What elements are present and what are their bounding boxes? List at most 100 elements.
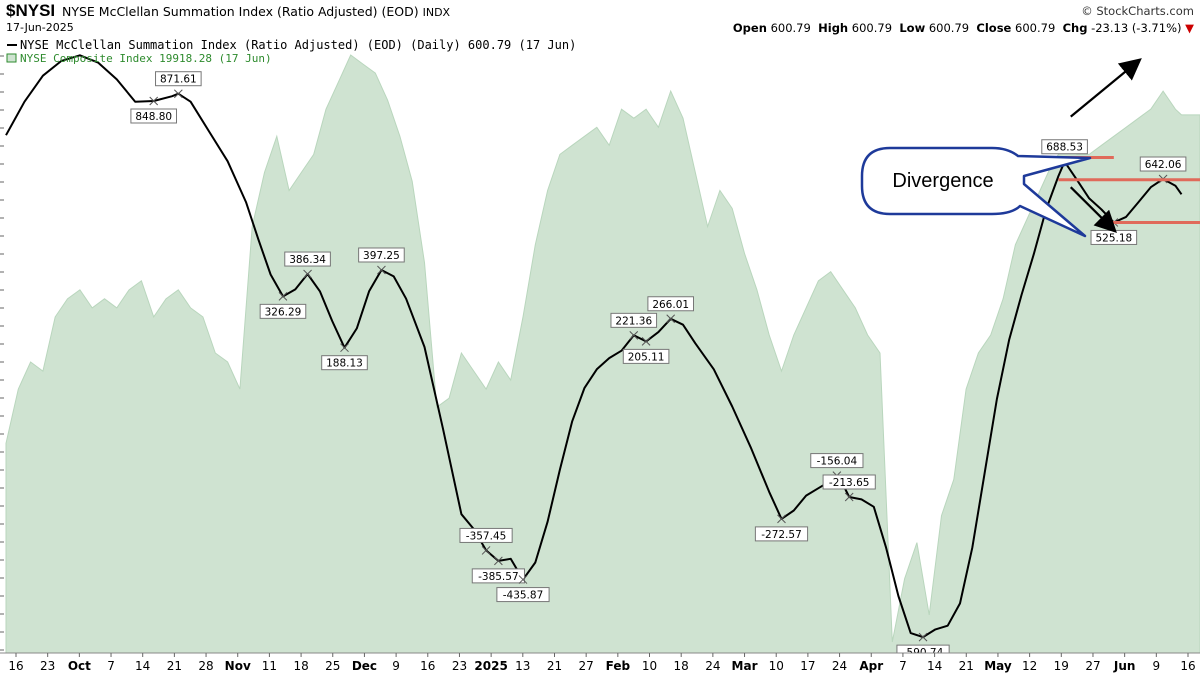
data-label: -385.57 [471, 556, 525, 584]
divergence-arrow [1070, 58, 1142, 118]
data-label: 221.36 [610, 312, 658, 340]
data-label: 871.61 [155, 71, 202, 99]
x-tick-label: Apr [859, 659, 883, 673]
composite-area [5, 54, 1200, 654]
chart-canvas: 871.61 848.80 386.34 326.29 188.13 397.25 -357… [0, 36, 1200, 675]
data-label-box [459, 527, 513, 543]
data-label: 386.34 [284, 251, 331, 279]
data-point-marker [844, 492, 854, 502]
data-label-text: 688.53 [1046, 142, 1083, 154]
x-tick-label: 12 [1022, 659, 1037, 673]
data-label: 205.11 [622, 337, 670, 364]
data-label-box [610, 312, 658, 328]
callout-bubble [860, 146, 1092, 238]
data-label-box [259, 303, 307, 319]
x-tick-label: 28 [198, 659, 213, 673]
x-tick-label: 16 [1180, 659, 1195, 673]
x-tick-label: 11 [262, 659, 277, 673]
data-point-marker [303, 269, 312, 279]
data-label: 848.80 [130, 96, 178, 124]
x-tick-label: 21 [167, 659, 182, 673]
x-tick-label: 17 [800, 659, 815, 673]
chart-date: 17-Jun-2025 [6, 21, 74, 34]
data-label-text: 188.13 [326, 358, 363, 370]
data-label-text: 266.01 [652, 299, 689, 311]
data-label-box [358, 247, 405, 263]
data-label: 188.13 [321, 343, 368, 371]
x-tick-label: Oct [68, 659, 91, 673]
data-label-box [155, 71, 202, 87]
data-point-marker [149, 96, 159, 106]
x-tick-label: 18 [674, 659, 689, 673]
x-tick-label: 27 [579, 659, 594, 673]
data-label-text: 397.25 [363, 250, 400, 262]
data-label-box [1139, 156, 1187, 172]
data-label-box [647, 296, 695, 312]
callout-text: Divergence [892, 170, 993, 192]
data-label-text: -213.65 [829, 477, 870, 489]
data-point-marker [340, 343, 349, 353]
x-tick-label: 25 [325, 659, 340, 673]
ticker-symbol: $NYSI [6, 1, 56, 20]
data-label: -272.57 [754, 514, 809, 542]
down-arrow-icon: ▼ [1185, 21, 1194, 35]
data-label-text: 326.29 [265, 306, 302, 318]
data-label-text: 386.34 [289, 254, 326, 266]
data-label: 266.01 [647, 296, 695, 324]
data-label: -435.87 [496, 575, 550, 603]
exchange-label: INDX [422, 6, 451, 19]
x-tick-label: 2025 [474, 659, 507, 673]
data-point-marker [173, 89, 183, 99]
data-label-box [321, 355, 368, 371]
data-label-text: -272.57 [761, 529, 802, 541]
data-label: 397.25 [358, 247, 405, 275]
x-tick-label: 13 [515, 659, 530, 673]
x-tick-label: 16 [420, 659, 435, 673]
x-tick-label: 14 [927, 659, 942, 673]
x-tick-label: 10 [642, 659, 657, 673]
data-point-marker [918, 632, 928, 642]
x-tick-label: 9 [392, 659, 400, 673]
x-tick-label: 18 [293, 659, 308, 673]
x-tick-label: 9 [1153, 659, 1161, 673]
x-tick-label: 7 [107, 659, 115, 673]
data-label: 642.06 [1139, 156, 1187, 184]
data-point-marker [518, 575, 528, 584]
data-label-box [130, 108, 178, 124]
summation-line [5, 54, 1183, 639]
data-label-text: 848.80 [135, 111, 172, 123]
data-label-text: -435.87 [503, 590, 544, 602]
brand-watermark: © StockCharts.com [1081, 4, 1194, 18]
data-label-text: 642.06 [1145, 159, 1182, 171]
data-label-text: 221.36 [615, 315, 652, 327]
x-tick-label: Dec [352, 659, 377, 673]
ohlc-readout: Open 600.79 High 600.79 Low 600.79 Close… [732, 21, 1194, 35]
data-label-text: 525.18 [1095, 232, 1132, 244]
x-tick-label: May [984, 659, 1012, 673]
data-label-text: -357.45 [466, 530, 507, 542]
x-tick-label: 21 [959, 659, 974, 673]
x-tick-label: 27 [1085, 659, 1100, 673]
x-tick-label: 23 [40, 659, 55, 673]
data-label-box [754, 526, 809, 542]
x-tick-label: 24 [832, 659, 847, 673]
data-label-box [496, 587, 550, 603]
data-label-box [622, 348, 670, 364]
data-label-box [284, 251, 331, 267]
data-point-marker [377, 265, 386, 275]
data-label: 326.29 [259, 292, 307, 319]
data-label-box [1041, 139, 1088, 155]
data-point-marker [278, 292, 288, 301]
data-label: -357.45 [459, 527, 513, 555]
x-tick-label: 16 [8, 659, 23, 673]
chart-header: $NYSI NYSE McClellan Summation Index (Ra… [0, 0, 1200, 36]
x-tick-label: 21 [547, 659, 562, 673]
data-point-marker [481, 546, 491, 555]
x-tick-label: 14 [135, 659, 150, 673]
data-label-box [810, 453, 864, 469]
legend-summation: NYSE McClellan Summation Index (Ratio Ad… [20, 38, 576, 52]
data-label: 688.53 [1041, 139, 1088, 167]
legend-area-swatch [6, 53, 17, 63]
data-label-text: 205.11 [628, 351, 665, 363]
x-tick-label: 7 [899, 659, 907, 673]
